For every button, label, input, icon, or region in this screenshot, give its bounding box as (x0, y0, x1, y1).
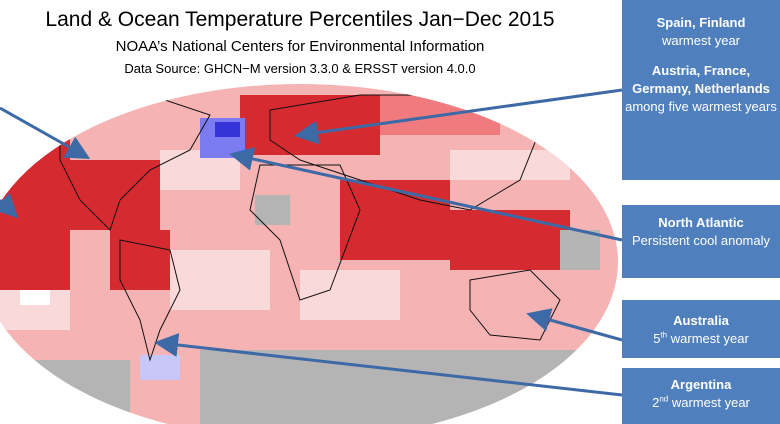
callout-text: warmest year (661, 33, 741, 48)
callout-title: Austria, France, Germany, Netherlands (632, 63, 770, 96)
arrows (0, 88, 623, 397)
callout-text: Persistent cool anomaly (631, 233, 770, 248)
subtitle: NOAA’s National Centers for Environmenta… (115, 38, 485, 55)
callout-text: among five warmest years (625, 99, 777, 114)
callout-argentina: Argentina 2nd warmest year (622, 368, 780, 424)
callout-rank: 5 (653, 331, 661, 346)
callout-suffix: th (660, 330, 668, 340)
callout-europe: Spain, Finland warmest year Austria, Fra… (622, 0, 780, 180)
callout-title: North Atlantic (658, 215, 744, 230)
callout-title: Australia (673, 313, 729, 328)
callout-australia: Australia 5th warmest year (622, 300, 780, 358)
callout-title: Argentina (670, 377, 732, 392)
callout-text: warmest year (671, 395, 750, 410)
callout-rank: 2 (652, 395, 660, 410)
callout-suffix: nd (659, 394, 669, 404)
callout-text: warmest year (670, 331, 749, 346)
callout-title: Spain, Finland (656, 15, 746, 30)
source: Data Source: GHCN−M version 3.3.0 & ERSS… (124, 61, 476, 76)
title: Land & Ocean Temperature Percentiles Jan… (45, 8, 555, 31)
callout-atlantic: North Atlantic Persistent cool anomaly (622, 205, 780, 278)
